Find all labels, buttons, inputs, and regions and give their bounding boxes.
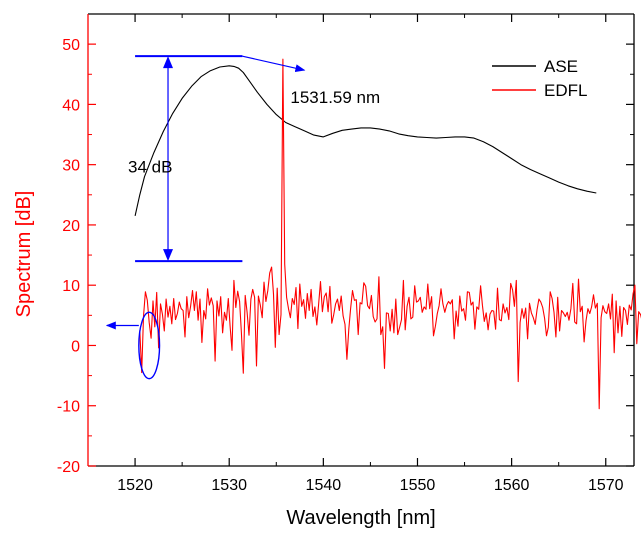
x-tick-label: 1550 — [400, 477, 436, 494]
difference-arrow-down-head — [163, 249, 174, 262]
x-tick-label: 1560 — [494, 477, 530, 494]
legend: ASE EDFL — [492, 57, 587, 100]
y-axis-ticks: -20 -10 0 10 20 30 40 50 — [57, 37, 634, 476]
y-tick-label: 40 — [62, 97, 80, 114]
x-tick-label: 1540 — [306, 477, 342, 494]
x-axis-label: Wavelength [nm] — [286, 507, 435, 529]
x-tick-label: 1570 — [588, 477, 624, 494]
x-tick-label: 1530 — [211, 477, 247, 494]
series-layer — [134, 58, 641, 410]
annotation-layer: 34 dB 1531.59 nm — [105, 55, 380, 380]
legend-label-edfl: EDFL — [544, 81, 587, 100]
peak-wavelength-label: 1531.59 nm — [290, 88, 380, 107]
series-line-edfl — [139, 58, 641, 410]
y-axis-label: Spectrum [dB] — [13, 191, 35, 318]
y-tick-label: 10 — [62, 278, 80, 295]
y-tick-label: 50 — [62, 37, 80, 54]
edfl-axis-circle — [138, 311, 161, 380]
y-tick-label: 20 — [62, 218, 80, 235]
plot-frame — [87, 13, 635, 467]
difference-label: 34 dB — [128, 158, 172, 177]
x-tick-label: 1520 — [117, 477, 153, 494]
y-tick-label: 30 — [62, 158, 80, 175]
y-tick-label: 0 — [71, 338, 80, 355]
difference-arrow-up-head — [163, 56, 174, 69]
x-axis-ticks: 1520 1530 1540 1550 1560 1570 — [117, 14, 624, 494]
peak-pointer-arrow — [242, 55, 306, 73]
legend-label-ase: ASE — [544, 57, 578, 76]
y-tick-label: -10 — [57, 399, 80, 416]
y-tick-label: -20 — [57, 459, 80, 476]
series-line-ase — [134, 65, 597, 217]
